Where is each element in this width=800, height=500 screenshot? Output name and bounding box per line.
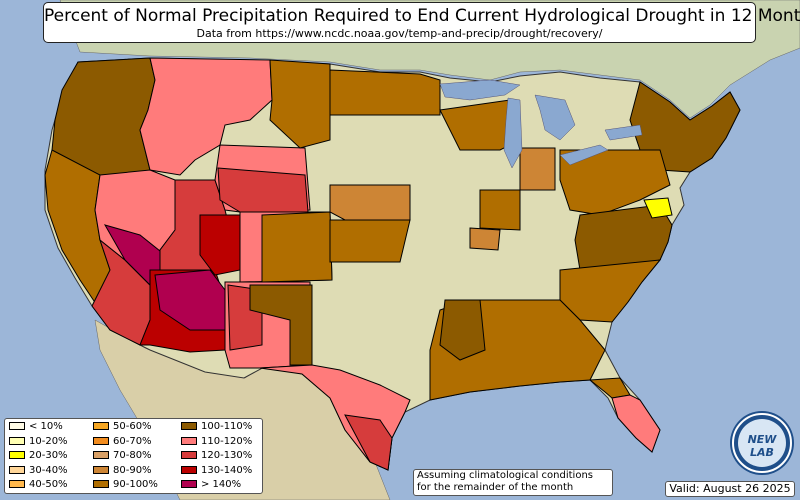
legend-swatch (93, 480, 109, 488)
legend-swatch (181, 480, 197, 488)
legend-swatch (181, 451, 197, 459)
logo-globe (738, 419, 786, 467)
legend-swatch (9, 480, 25, 488)
legend-item: 10-20% (9, 436, 68, 448)
legend-label: 120-130% (201, 450, 253, 461)
legend-swatch (9, 436, 25, 445)
region-colorado-southeast (261, 211, 333, 283)
region-wyoming-south (217, 167, 309, 213)
legend-label: 30-40% (29, 464, 68, 476)
legend-swatch (181, 436, 197, 445)
region-south-texas (344, 414, 393, 471)
legend-swatch (9, 451, 25, 459)
legend-label: 130-140% (201, 464, 253, 476)
legend: < 10% 10-20% 20-30% 30-40% 40-50% 50-60% 60-70… (4, 418, 263, 494)
region-north-dakota (329, 69, 441, 116)
valid-date: Valid: August 26 2025 (665, 481, 795, 497)
region-maryland (643, 197, 673, 219)
region-indiana (519, 147, 556, 191)
legend-label: 100-110% (201, 421, 253, 432)
legend-label: 60-70% (113, 435, 152, 447)
lab-logo: NEW LAB (732, 413, 792, 473)
region-oklahoma-panhandle (249, 284, 313, 366)
legend-label: 40-50% (29, 479, 68, 490)
legend-label: 80-90% (113, 464, 152, 476)
region-pennsylvania-ohio (559, 149, 671, 216)
title-box: Percent of Normal Precipitation Required… (43, 2, 800, 43)
legend-swatch (181, 465, 197, 474)
legend-label: > 140% (201, 479, 242, 490)
legend-item: 80-90% (93, 465, 152, 477)
note-line-2: for the remainder of the month (417, 482, 574, 493)
legend-label: 70-80% (113, 450, 152, 461)
legend-item: 130-140% (181, 465, 252, 477)
legend-swatch (181, 422, 197, 430)
logo-text: NEW LAB (747, 433, 777, 459)
map-subtitle: Data from https://www.ncdc.noaa.gov/temp… (196, 27, 603, 40)
legend-label: < 10% (29, 421, 63, 432)
legend-item: 120-130% (181, 450, 252, 462)
legend-swatch (93, 436, 109, 445)
legend-item: 110-120% (181, 436, 252, 448)
lake-erie (559, 144, 609, 166)
assumption-note: Assuming climatological conditions for t… (413, 469, 613, 496)
legend-item: 60-70% (93, 436, 152, 448)
legend-item: 30-40% (9, 465, 68, 477)
region-illinois-west (479, 189, 521, 231)
lake-superior (439, 79, 521, 101)
legend-label: 20-30% (29, 450, 68, 461)
note-line-1: Assuming climatological conditions (417, 470, 593, 481)
legend-item: < 10% (9, 421, 63, 433)
region-montana-east (269, 59, 331, 149)
region-arkansas (439, 299, 486, 361)
legend-item: 100-110% (181, 421, 252, 433)
legend-item: > 140% (181, 479, 241, 491)
legend-label: 10-20% (29, 435, 68, 447)
region-missouri (469, 227, 501, 251)
legend-label: 110-120% (201, 435, 253, 447)
legend-item: 20-30% (9, 450, 68, 462)
legend-swatch (93, 422, 109, 430)
region-kansas-south (329, 219, 411, 263)
legend-swatch (9, 465, 25, 474)
legend-swatch (93, 451, 109, 459)
legend-item: 40-50% (9, 479, 68, 491)
map-title: Percent of Normal Precipitation Required… (44, 6, 800, 26)
region-utah-east (199, 214, 241, 276)
legend-swatch (9, 422, 25, 430)
lake-ontario (604, 124, 643, 141)
legend-swatch (93, 465, 109, 474)
legend-item: 50-60% (93, 421, 152, 433)
legend-label: 50-60% (113, 421, 152, 432)
legend-label: 90-100% (113, 479, 158, 490)
legend-item: 90-100% (93, 479, 158, 491)
lake-michigan (503, 97, 523, 169)
legend-item: 70-80% (93, 450, 152, 462)
region-florida (611, 394, 661, 453)
region-kansas (329, 184, 411, 221)
lake-huron (534, 94, 576, 141)
